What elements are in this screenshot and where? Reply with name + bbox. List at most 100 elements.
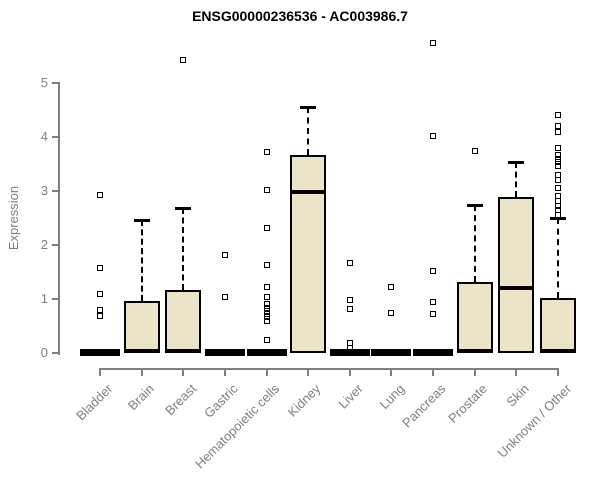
outlier-point [97,265,103,272]
median-line [165,349,202,354]
outlier-point [263,293,270,300]
y-tick-label: 0 [40,345,48,360]
whisker-line [515,161,518,197]
whisker-line [182,207,185,290]
x-axis-line [99,368,560,370]
flat-box [204,349,245,356]
outlier-point [555,211,562,218]
x-tick [223,368,226,376]
outlier-point [346,306,353,313]
outlier-point [263,148,270,155]
outlier-point [97,290,103,297]
x-tick-label: Breast [161,381,199,419]
outlier-point [97,306,103,313]
whisker-cap [133,218,150,222]
y-tick-label: 4 [40,129,48,144]
outlier-point [263,307,270,314]
whisker-line [140,219,143,301]
outlier-point [555,128,562,135]
median-line [123,349,160,354]
x-tick [307,368,310,376]
y-tick-label: 1 [40,291,48,306]
outlier-point [555,171,562,178]
outlier-point [388,283,395,290]
outlier-point [263,337,270,344]
outlier-point [555,151,562,158]
outlier-point [555,184,562,191]
x-tick [99,368,101,376]
outlier-point [555,163,562,170]
whisker-cap [550,217,567,220]
outlier-point [388,309,395,316]
outlier-point [263,314,270,321]
x-tick-label: Kidney [285,381,324,420]
outlier-point [555,123,562,130]
median-line [540,349,577,354]
whisker-cap [175,206,192,210]
whisker-line [557,218,560,299]
flat-box [80,349,120,356]
outlier-point [263,283,270,290]
x-tick [182,368,185,376]
x-tick-label: Lung [376,381,408,413]
y-tick-label: 3 [40,183,48,198]
box [165,289,202,353]
outlier-point [555,112,562,119]
x-tick-label: Unknown / Other [494,381,574,461]
flat-box [371,349,412,356]
box [290,154,327,353]
outlier-point [263,186,270,193]
outlier-point [430,310,437,317]
median-line [290,189,327,194]
outlier-point [263,304,270,311]
flat-box [329,349,370,356]
whisker-cap [300,105,317,109]
x-tick-label: Pancreas [399,381,449,431]
y-tick-label: 5 [40,75,48,90]
outlier-point [471,148,478,155]
outlier-point [555,155,562,162]
whisker-line [307,106,310,155]
box [123,300,160,353]
x-tick [265,368,268,376]
x-tick-label: Gastric [200,381,241,421]
outlier-point [430,132,437,139]
outlier-point [263,225,270,232]
x-tick-label: Skin [503,381,533,410]
box [540,298,577,353]
outlier-point [555,202,562,209]
x-tick [390,368,393,376]
outlier-point [346,259,353,266]
outlier-point [430,39,437,46]
whisker-line [473,205,476,283]
x-tick [348,368,351,376]
flat-box [246,349,287,356]
x-tick [473,368,476,376]
x-tick-label: Brain [125,381,158,414]
outlier-point [263,261,270,268]
outlier-point [346,340,353,347]
x-tick [557,368,560,376]
outlier-point [97,313,103,320]
x-tick-label: Liver [334,381,366,412]
y-tick [52,82,58,84]
outlier-point [555,159,562,166]
whisker-cap [466,204,483,208]
outlier-point [555,177,562,184]
y-tick [52,352,58,354]
y-tick-label: 2 [40,237,48,252]
x-tick [432,368,435,376]
x-tick [515,368,518,376]
outlier-point [555,193,562,200]
flat-box [413,349,454,356]
outlier-point [430,298,437,305]
outlier-point [555,144,562,151]
y-tick [52,244,58,246]
box [456,282,493,353]
outlier-point [263,311,270,318]
outlier-point [221,293,228,300]
whisker-cap [508,160,525,164]
y-tick [52,298,58,300]
